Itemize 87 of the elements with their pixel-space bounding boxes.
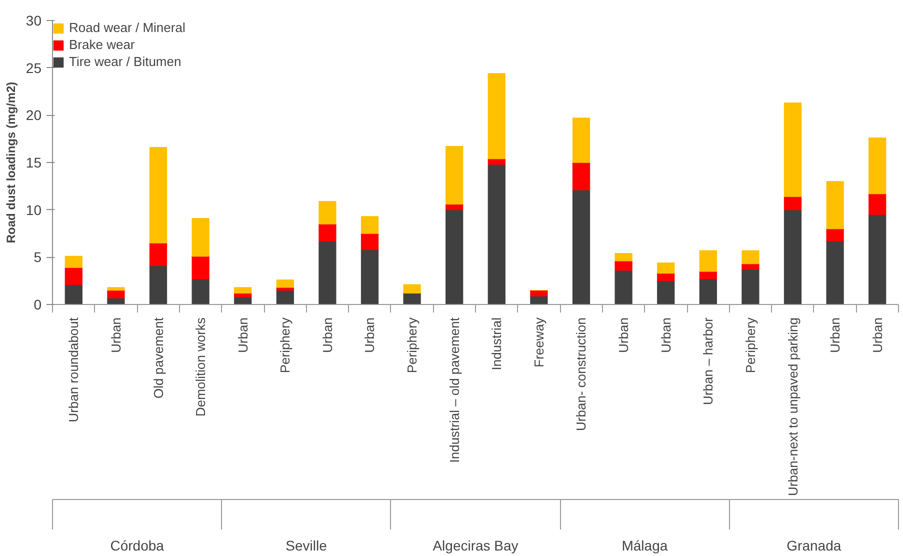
bar [699, 278, 717, 304]
bar [826, 228, 844, 242]
bar [234, 287, 252, 294]
text: Algeciras Bay [432, 538, 518, 554]
x-tick-label: Urban – harbor [700, 316, 716, 405]
bar [107, 290, 125, 298]
x-tick-label: Urban [362, 317, 378, 353]
x-tick-label: Demolition works [193, 317, 208, 416]
bar [276, 280, 294, 288]
bar [742, 263, 760, 270]
bar [657, 280, 675, 304]
x-tick-label: Urban [828, 317, 843, 353]
bar [318, 200, 336, 224]
legend-label: Road wear / Mineral [69, 20, 186, 35]
x-tick-label: Urban-next to unpaved parking [785, 317, 800, 496]
bar [488, 73, 506, 160]
x-tick-label: Industrial – old pavement [446, 317, 462, 463]
x-tick-label: Urban [616, 317, 632, 353]
bar [276, 290, 294, 304]
bar [360, 216, 379, 234]
bar [614, 253, 632, 262]
bar [699, 271, 717, 280]
text: Córdoba [110, 538, 164, 554]
x-tick-label: Freeway [531, 317, 546, 368]
bar [107, 287, 125, 291]
text: Granada [786, 538, 842, 554]
bar [868, 193, 886, 215]
bar [826, 240, 844, 304]
y-tick-label: 0 [34, 296, 42, 312]
x-tick-label: Industrial [489, 317, 504, 370]
legend-label: Tire wear / Bitumen [69, 54, 182, 69]
bar [699, 250, 717, 272]
bar [360, 249, 379, 304]
bar [192, 218, 210, 257]
bar [403, 292, 421, 304]
bar [572, 162, 590, 190]
x-tick-label: Urban [108, 317, 124, 353]
bar [572, 118, 590, 163]
y-tick-label: 5 [34, 249, 42, 266]
x-tick-label: Urban [658, 317, 674, 353]
bar [826, 181, 844, 230]
bar [742, 250, 760, 264]
bar [446, 209, 464, 304]
x-tick-label: Urban [870, 317, 885, 353]
bar [742, 269, 760, 304]
bar [192, 278, 210, 304]
x-tick-label: Periphery [278, 317, 293, 374]
y-axis-title: Road dust loadings (mg/m2) [4, 82, 18, 244]
bar [192, 256, 210, 280]
bar [868, 138, 886, 194]
bar [403, 284, 421, 294]
y-tick-label: 25 [26, 60, 42, 76]
bar [318, 240, 336, 304]
y-tick-label: 15 [26, 154, 42, 170]
bar [868, 214, 886, 304]
bar [784, 196, 802, 210]
bar [149, 147, 168, 244]
bar [64, 284, 82, 304]
bar [657, 272, 675, 282]
x-tick-label: Urban [320, 317, 335, 353]
x-tick-label: Urban roundabout [66, 317, 82, 422]
x-tick-label: Urban- construction [574, 317, 589, 431]
bar [318, 224, 336, 242]
bar [614, 270, 632, 304]
bar [64, 267, 82, 285]
bar [572, 190, 590, 304]
text: Málaga [622, 538, 668, 554]
bar [149, 265, 168, 304]
bar [784, 209, 802, 304]
bar [784, 102, 802, 197]
legend-label: Brake wear [69, 37, 135, 52]
bar [360, 233, 379, 250]
y-tick-label: 10 [26, 202, 42, 218]
bar [530, 290, 548, 296]
bar [614, 260, 632, 271]
bar [64, 256, 82, 268]
x-tick-label: Old pavement [150, 317, 166, 398]
bar [446, 146, 464, 205]
y-tick-label: 30 [26, 12, 42, 28]
bar [657, 262, 675, 274]
x-tick-label: Periphery [404, 317, 420, 374]
text: Seville [286, 538, 328, 554]
bar [488, 164, 506, 304]
y-tick-label: 20 [26, 107, 42, 124]
bar [149, 242, 168, 266]
x-tick-label: Urban [235, 317, 250, 353]
x-tick-label: Periphery [742, 317, 758, 374]
